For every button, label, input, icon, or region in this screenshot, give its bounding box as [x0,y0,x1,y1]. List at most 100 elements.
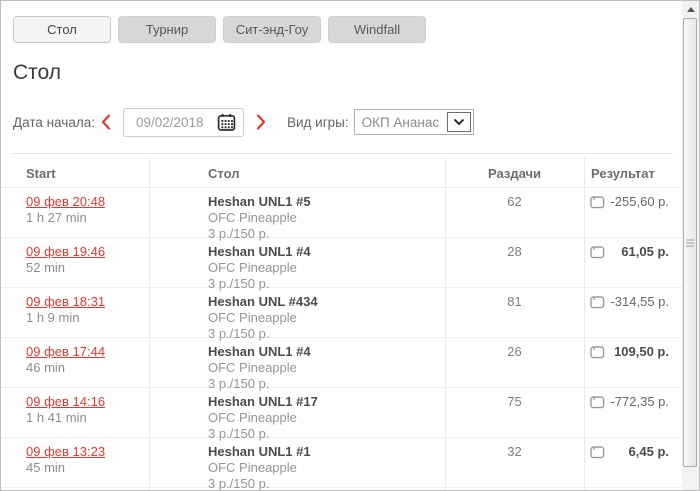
session-duration: 52 min [26,260,66,275]
calendar-icon[interactable] [217,113,236,132]
start-cell: 09 фев 19:46 52 min [26,244,105,276]
arrow-up-icon [686,6,695,12]
table-name: Heshan UNL1 #4 [208,344,311,359]
chevron-left-icon [101,114,111,130]
tab-windfall[interactable]: Windfall [328,16,426,43]
session-start-link[interactable]: 09 фев 17:44 [26,344,106,359]
game-name: OFC Pineapple [208,310,297,325]
session-duration: 1 h 41 min [26,410,87,425]
table-row: 09 фев 17:44 46 min Heshan UNL1 #4 OFC Pine… [1,338,684,391]
start-cell: 09 фев 17:44 46 min [26,344,105,376]
tab-sit-and-go[interactable]: Сит-энд-Гоу [223,16,321,43]
result-value: 61,05 р. [621,244,669,259]
result-value: -772,35 р. [610,394,669,409]
scrollbar-thumb[interactable] [683,18,697,467]
hands-cell: 75 [507,394,522,409]
table-cell: Heshan UNL #434 OFC Pineapple 3 р./150 р. [208,294,318,342]
header-result: Результат [591,166,655,181]
result-cell: -314,55 р. [590,294,669,310]
tab-table[interactable]: Стол [13,16,111,43]
scrollbar-grip-icon [686,239,694,246]
session-duration: 1 h 27 min [26,210,87,225]
table-name: Heshan UNL1 #17 [208,394,318,409]
game-type-select[interactable]: ОКП Ананас [353,109,475,135]
date-value: 09/02/2018 [136,114,204,130]
result-cell: 61,05 р. [590,244,669,260]
chevron-right-icon [256,114,266,130]
next-day-button[interactable] [250,110,272,134]
vertical-scrollbar[interactable] [682,1,699,490]
table-name: Heshan UNL1 #5 [208,194,311,209]
session-start-link[interactable]: 09 фев 13:23 [26,444,106,459]
result-cell: -255,60 р. [590,194,669,210]
prev-day-button[interactable] [95,110,117,134]
session-start-link[interactable]: 09 фев 14:16 [26,394,106,409]
table-cell: Heshan UNL1 #17 OFC Pineapple 3 р./150 р. [208,394,318,442]
wallet-icon [590,446,605,459]
table-row: 09 фев 13:23 45 min Heshan UNL1 #1 OFC Pine… [1,438,684,491]
stakes: 3 р./150 р. [208,426,270,441]
game-name: OFC Pineapple [208,460,297,475]
game-name: OFC Pineapple [208,410,297,425]
start-cell: 09 фев 20:48 1 h 27 min [26,194,105,226]
hands-cell: 28 [507,244,522,259]
result-value: 109,50 р. [614,344,669,359]
scrollbar-up-button[interactable] [682,1,699,17]
session-duration: 46 min [26,360,66,375]
wallet-icon [590,346,605,359]
top-tab-bar: Стол Турнир Сит-энд-Гоу Windfall [13,16,426,43]
filter-bar: Дата начала: 09/02/2018 [13,107,475,137]
session-start-link[interactable]: 09 фев 20:48 [26,194,106,209]
table-name: Heshan UNL1 #1 [208,444,311,459]
session-duration: 1 h 9 min [26,310,80,325]
result-cell: 109,50 р. [590,344,669,360]
select-arrow-button[interactable] [447,112,472,132]
session-start-link[interactable]: 09 фев 18:31 [26,294,106,309]
stakes: 3 р./150 р. [208,226,270,241]
stakes: 3 р./150 р. [208,476,270,491]
page-title: Стол [13,61,62,84]
table-cell: Heshan UNL1 #5 OFC Pineapple 3 р./150 р. [208,194,311,242]
session-start-link[interactable]: 09 фев 19:46 [26,244,106,259]
game-name: OFC Pineapple [208,360,297,375]
wallet-icon [590,396,605,409]
start-cell: 09 фев 14:16 1 h 41 min [26,394,105,426]
filters-divider [11,153,673,154]
column-divider [445,158,446,490]
table-name: Heshan UNL #434 [208,294,318,309]
header-hands: Раздачи [487,166,542,181]
table-row: 09 фев 19:46 52 min Heshan UNL1 #4 OFC Pine… [1,238,684,291]
game-type-label: Вид игры: [287,114,349,130]
header-start: Start [26,166,56,181]
wallet-icon [590,246,605,259]
date-input[interactable]: 09/02/2018 [123,107,244,137]
wallet-icon [590,296,605,309]
start-cell: 09 фев 13:23 45 min [26,444,105,476]
hands-cell: 26 [507,344,522,359]
session-duration: 45 min [26,460,66,475]
table-cell: Heshan UNL1 #1 OFC Pineapple 3 р./150 р. [208,444,311,491]
game-name: OFC Pineapple [208,260,297,275]
hands-cell: 81 [507,294,522,309]
wallet-icon [590,196,605,209]
start-cell: 09 фев 18:31 1 h 9 min [26,294,105,326]
result-value: -314,55 р. [610,294,669,309]
column-divider [584,158,585,490]
result-cell: 6,45 р. [590,444,669,460]
table-row: 09 фев 20:48 1 h 27 min Heshan UNL1 #5 OFC … [1,188,684,241]
stakes: 3 р./150 р. [208,276,270,291]
sessions-table: Start Стол Раздачи Результат 09 фев 20:4… [1,158,684,491]
header-table: Стол [208,166,240,181]
result-cell: -772,35 р. [590,394,669,410]
table-row: 09 фев 14:16 1 h 41 min Heshan UNL1 #17 OFC… [1,388,684,441]
stakes: 3 р./150 р. [208,326,270,341]
chevron-down-icon [453,118,465,126]
table-cell: Heshan UNL1 #4 OFC Pineapple 3 р./150 р. [208,244,311,292]
column-divider [149,158,150,490]
stakes: 3 р./150 р. [208,376,270,391]
table-row: 09 фев 18:31 1 h 9 min Heshan UNL #434 OFC … [1,288,684,341]
result-value: -255,60 р. [610,194,669,209]
tab-tournament[interactable]: Турнир [118,16,216,43]
hands-cell: 62 [507,194,522,209]
result-value: 6,45 р. [628,444,669,459]
